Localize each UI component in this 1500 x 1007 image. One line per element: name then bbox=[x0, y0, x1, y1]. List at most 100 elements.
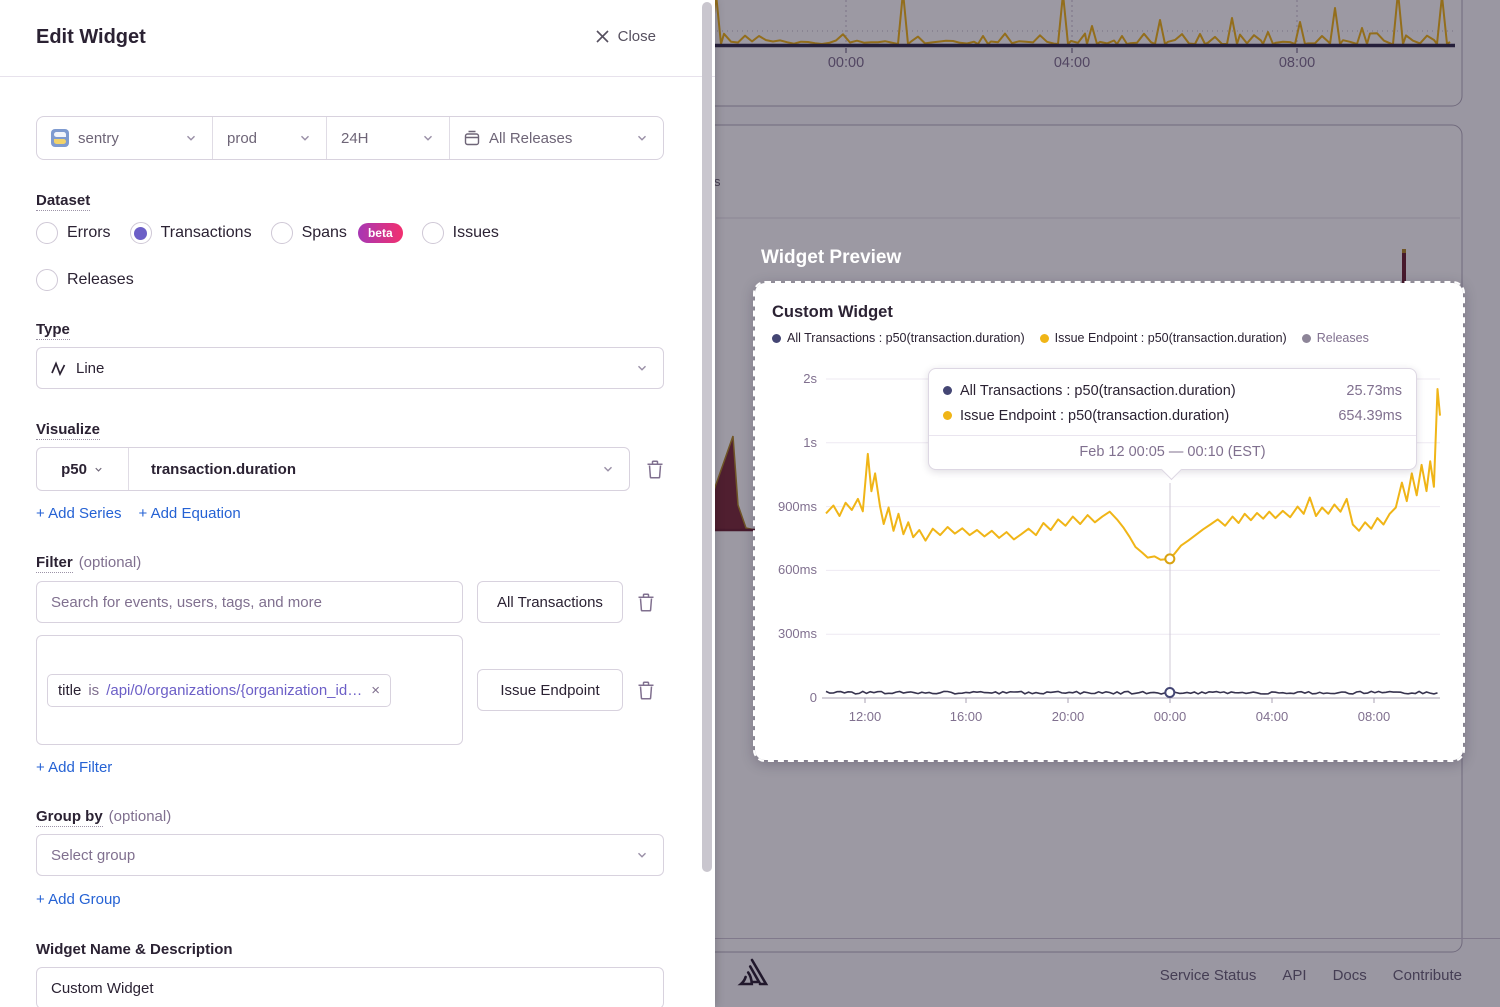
legend-item[interactable]: Issue Endpoint : p50(transaction.duratio… bbox=[1039, 331, 1287, 345]
radio-button[interactable] bbox=[270, 222, 293, 244]
radio-button[interactable] bbox=[36, 269, 58, 291]
filter-alias-issue-endpoint[interactable]: Issue Endpoint bbox=[477, 669, 623, 711]
legend-dot-icon bbox=[1301, 333, 1311, 343]
svg-text:s: s bbox=[714, 174, 721, 189]
visualize-label: Visualize bbox=[36, 421, 100, 440]
remove-token-icon[interactable]: × bbox=[371, 681, 380, 699]
x-axis-tick-label: 16:00 bbox=[949, 709, 983, 724]
radio-button[interactable] bbox=[129, 222, 152, 244]
trash-icon bbox=[647, 459, 663, 479]
close-icon bbox=[596, 30, 609, 43]
x-axis-tick-label: 20:00 bbox=[1051, 709, 1085, 724]
sentry-logo-icon bbox=[737, 958, 769, 986]
trash-icon bbox=[638, 592, 654, 612]
radio-label: Spans bbox=[301, 224, 347, 241]
type-label: Type bbox=[36, 321, 70, 340]
tooltip-series-row: Issue Endpoint : p50(transaction.duratio… bbox=[943, 403, 1402, 428]
tooltip-series-value: 25.73ms bbox=[1346, 382, 1402, 399]
visualize-field: p50 transaction.duration bbox=[36, 447, 664, 491]
preview-card-title: Custom Widget bbox=[772, 303, 893, 321]
filter-actions: + Add Filter bbox=[36, 759, 664, 776]
drawer-header: Edit Widget Close bbox=[0, 0, 715, 77]
aggregate-select[interactable]: p50 bbox=[37, 448, 129, 490]
series-dot-icon bbox=[943, 386, 952, 395]
releases-icon bbox=[464, 130, 480, 146]
widget-name-label: Widget Name & Description bbox=[36, 941, 233, 958]
delete-filter-button[interactable] bbox=[637, 592, 655, 612]
add-equation-button[interactable]: + Add Equation bbox=[138, 505, 241, 522]
filter-token-box[interactable]: title is /api/0/organizations/{organizat… bbox=[36, 635, 463, 745]
widget-preview-card: Custom Widget All Transactions : p50(tra… bbox=[753, 281, 1465, 762]
footer-links: Service Status API Docs Contribute bbox=[1160, 967, 1462, 984]
series-dot-icon bbox=[943, 411, 952, 420]
group-by-label: Group by (optional) bbox=[36, 808, 172, 827]
footer-link-contribute[interactable]: Contribute bbox=[1392, 967, 1462, 984]
dataset-option-errors[interactable]: Errors bbox=[36, 222, 111, 244]
hover-marker-all-transactions bbox=[1164, 687, 1176, 699]
add-filter-button[interactable]: + Add Filter bbox=[36, 759, 113, 776]
trash-icon bbox=[638, 680, 654, 700]
environment-selector[interactable]: prod bbox=[212, 117, 326, 159]
page-filter-bar: sentry prod 24H All Releases bbox=[36, 116, 664, 160]
delete-series-button[interactable] bbox=[646, 459, 664, 479]
delete-filter-button[interactable] bbox=[637, 680, 655, 700]
legend-label: Releases bbox=[1316, 331, 1369, 345]
chevron-down-icon bbox=[187, 135, 195, 141]
chevron-down-icon bbox=[638, 135, 646, 141]
x-axis-tick-label: 04:00 bbox=[1255, 709, 1289, 724]
chevron-down-icon bbox=[301, 135, 309, 141]
filter-token[interactable]: title is /api/0/organizations/{organizat… bbox=[47, 673, 391, 707]
radio-label: Releases bbox=[67, 271, 134, 288]
tooltip-series-label: All Transactions : p50(transaction.durat… bbox=[960, 382, 1236, 399]
footer-link-docs[interactable]: Docs bbox=[1332, 967, 1367, 984]
radio-label: Issues bbox=[452, 224, 499, 241]
field-select[interactable]: transaction.duration bbox=[129, 448, 629, 490]
dataset-option-transactions[interactable]: Transactions bbox=[129, 222, 252, 244]
footer-link-service-status[interactable]: Service Status bbox=[1159, 967, 1257, 984]
filter-search-input[interactable] bbox=[36, 581, 463, 623]
legend-label: All Transactions : p50(transaction.durat… bbox=[787, 331, 1025, 345]
bg-yellow-series-line bbox=[642, 0, 1451, 45]
drawer-scrollbar[interactable] bbox=[702, 2, 712, 872]
dataset-option-spans[interactable]: Spans beta bbox=[270, 222, 403, 244]
radio-label: Transactions bbox=[160, 224, 252, 241]
chevron-down-icon bbox=[604, 466, 612, 472]
radio-button[interactable] bbox=[421, 222, 444, 244]
dataset-option-releases[interactable]: Releases bbox=[36, 269, 134, 291]
group-by-actions: + Add Group bbox=[36, 891, 664, 908]
visualize-actions: + Add Series + Add Equation bbox=[36, 505, 664, 522]
y-axis-tick-label: 600ms bbox=[777, 562, 817, 578]
display-type-select[interactable]: Line bbox=[36, 347, 664, 389]
widget-name-input[interactable] bbox=[36, 967, 664, 1007]
add-group-button[interactable]: + Add Group bbox=[36, 891, 121, 908]
dataset-option-issues[interactable]: Issues bbox=[421, 222, 499, 244]
tooltip-series-value: 654.39ms bbox=[1338, 407, 1402, 424]
bg-chart-x-tick: 08:00 bbox=[1278, 55, 1316, 71]
radio-label: Errors bbox=[67, 224, 111, 241]
release-selector[interactable]: All Releases bbox=[449, 117, 663, 159]
x-axis-tick-label: 00:00 bbox=[1153, 709, 1187, 724]
beta-badge: beta bbox=[357, 223, 403, 243]
legend-item[interactable]: All Transactions : p50(transaction.durat… bbox=[772, 331, 1025, 345]
filter-label: Filter (optional) bbox=[36, 554, 142, 573]
tooltip-series-row: All Transactions : p50(transaction.durat… bbox=[943, 378, 1402, 403]
y-axis-tick-label: 2s bbox=[803, 371, 817, 386]
add-series-button[interactable]: + Add Series bbox=[36, 505, 122, 522]
legend-item[interactable]: Releases bbox=[1301, 331, 1369, 345]
legend-dot-icon bbox=[772, 333, 781, 343]
y-axis-tick-label: 0 bbox=[809, 690, 817, 705]
chevron-down-icon bbox=[424, 135, 432, 141]
filter-alias-all-transactions[interactable]: All Transactions bbox=[477, 581, 623, 623]
legend-dot-icon bbox=[1039, 333, 1049, 343]
y-axis-tick-label: 1s bbox=[803, 434, 817, 450]
chevron-down-icon bbox=[95, 467, 102, 472]
radio-button[interactable] bbox=[36, 222, 58, 244]
date-range-selector[interactable]: 24H bbox=[326, 117, 449, 159]
close-button[interactable]: Close bbox=[595, 28, 656, 45]
footer-link-api[interactable]: API bbox=[1282, 967, 1307, 984]
project-selector[interactable]: sentry bbox=[37, 117, 212, 159]
tooltip-timestamp: Feb 12 00:05 — 00:10 (EST) bbox=[1079, 444, 1266, 460]
all-transactions-series-line bbox=[825, 690, 1438, 695]
group-by-select[interactable]: Select group bbox=[36, 834, 664, 876]
